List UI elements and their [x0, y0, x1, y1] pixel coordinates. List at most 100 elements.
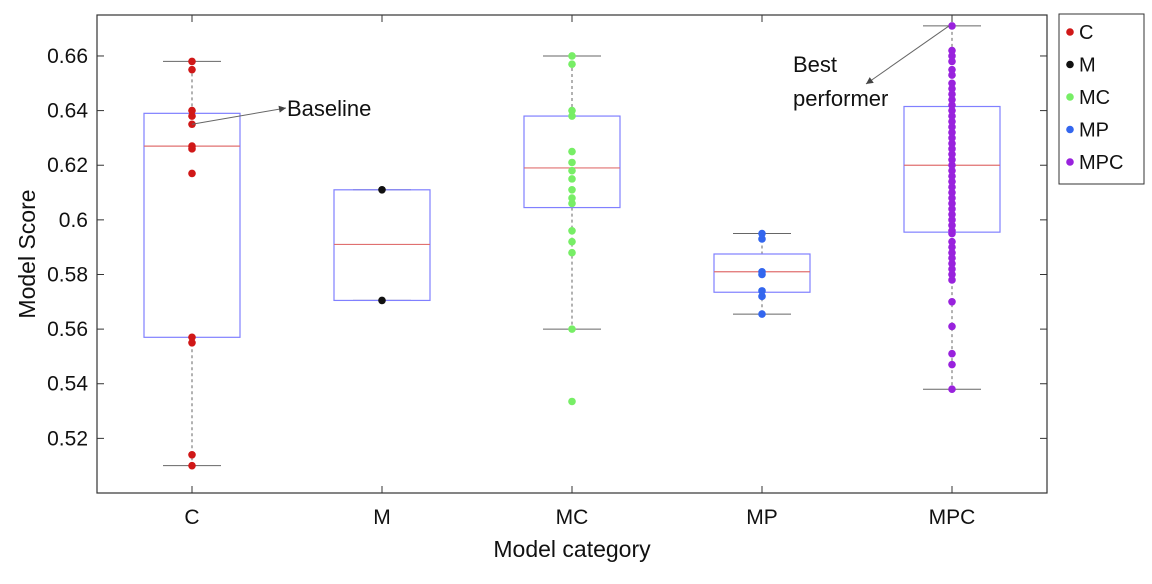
data-point-MPC	[948, 298, 956, 306]
legend-marker-C	[1066, 28, 1074, 36]
data-point-MPC	[948, 90, 956, 99]
data-point-C	[188, 112, 196, 120]
data-point-MPC	[948, 128, 956, 137]
x-axis: C M MC MP MPC	[184, 15, 975, 529]
legend-label-MC: MC	[1079, 87, 1110, 109]
annotation-text-best-performer: Best	[793, 52, 837, 77]
data-point-C	[188, 461, 196, 470]
data-point-MPC	[948, 360, 956, 369]
legend-marker-MP	[1066, 125, 1074, 134]
data-point-MPC	[948, 229, 956, 238]
data-point-MPC	[948, 145, 956, 153]
data-point-MPC	[948, 117, 956, 126]
data-point-C	[188, 450, 196, 459]
data-point-C	[188, 106, 196, 115]
data-points	[188, 22, 956, 470]
data-point-MPC	[948, 183, 956, 191]
x-tick-label: MC	[556, 506, 589, 529]
data-point-MPC	[948, 322, 956, 331]
data-point-MPC	[948, 106, 956, 115]
data-point-MPC	[948, 112, 956, 120]
data-point-C	[188, 65, 196, 74]
data-point-MC	[568, 397, 576, 406]
data-point-MP	[758, 270, 766, 279]
legend: CM MC MP MPC	[1058, 13, 1145, 185]
x-tick-label: M	[373, 506, 391, 529]
data-point-MPC	[948, 188, 956, 197]
data-point-MPC	[948, 265, 956, 273]
data-point-MPC	[948, 385, 956, 394]
box-M	[333, 189, 431, 302]
data-point-MPC	[948, 95, 956, 104]
legend-marker-M	[1066, 60, 1074, 69]
data-point-MC	[568, 60, 576, 68]
x-tick-label: C	[184, 506, 199, 529]
annotation-arrowhead-best-performer	[866, 77, 874, 84]
data-point-MPC	[948, 276, 956, 284]
y-tick-label: 0.62	[47, 154, 88, 177]
annotation-text-best-performer: performer	[793, 86, 888, 111]
data-point-MPC	[948, 216, 956, 224]
y-tick-label: 0.54	[47, 373, 88, 396]
annotations: Baseline Best performer	[191, 25, 950, 125]
data-point-C	[188, 333, 196, 342]
data-point-MPC	[948, 259, 956, 268]
annotation-text-baseline: Baseline	[287, 96, 371, 121]
data-point-MPC	[948, 237, 956, 246]
data-point-MPC	[948, 155, 956, 164]
data-point-MPC	[948, 161, 956, 170]
data-point-MPC	[948, 84, 956, 93]
data-point-MP	[758, 229, 766, 238]
data-point-MPC	[948, 46, 956, 55]
data-point-MPC	[948, 248, 956, 257]
data-point-MPC	[948, 79, 956, 88]
y-tick-label: 0.66	[47, 45, 88, 68]
data-point-MP	[758, 292, 766, 301]
legend-label-M: M	[1079, 55, 1096, 77]
data-point-MC	[568, 248, 576, 257]
data-point-MPC	[948, 270, 956, 279]
data-point-MC	[568, 158, 576, 167]
data-point-C	[188, 145, 196, 153]
data-point-MPC	[948, 139, 956, 148]
data-point-C	[188, 57, 196, 66]
data-point-MPC	[948, 349, 956, 358]
y-axis-title: Model Score	[14, 189, 40, 318]
data-point-MC	[568, 325, 576, 333]
data-point-MPC	[948, 134, 956, 142]
y-axis: 0.52 0.54 0.56 0.58 0.6 0.62 0.64 0.66	[47, 45, 1047, 450]
annotation-arrow-baseline	[191, 107, 287, 125]
data-point-MPC	[948, 205, 956, 213]
data-point-MP	[758, 287, 766, 295]
data-point-MPC	[948, 172, 956, 180]
data-point-MP	[758, 310, 766, 318]
data-point-MC	[568, 175, 576, 183]
y-tick-label: 0.52	[47, 427, 88, 450]
data-point-MPC	[948, 210, 956, 219]
annotation-arrow-best-performer	[865, 25, 950, 85]
data-point-MC	[568, 106, 576, 115]
data-point-MPC	[948, 123, 956, 131]
data-point-MPC	[948, 199, 956, 208]
data-point-MPC	[948, 57, 956, 66]
data-point-M	[378, 186, 386, 194]
data-point-MP	[758, 235, 766, 243]
y-tick-label: 0.64	[47, 100, 88, 123]
data-point-MC	[568, 166, 576, 175]
data-point-MC	[568, 112, 576, 120]
data-point-MC	[568, 194, 576, 202]
x-axis-title: Model category	[493, 536, 651, 562]
y-tick-label: 0.58	[47, 263, 88, 286]
data-point-C	[188, 169, 196, 178]
data-point-MC	[568, 199, 576, 208]
legend-marker-MPC	[1066, 158, 1074, 166]
data-point-MPC	[948, 65, 956, 74]
y-tick-label: 0.56	[47, 318, 88, 341]
data-point-MPC	[948, 166, 956, 175]
data-point-MPC	[948, 150, 956, 159]
data-point-MC	[568, 186, 576, 194]
data-point-MPC	[948, 221, 956, 230]
data-point-MPC	[948, 243, 956, 251]
data-point-MC	[568, 237, 576, 246]
